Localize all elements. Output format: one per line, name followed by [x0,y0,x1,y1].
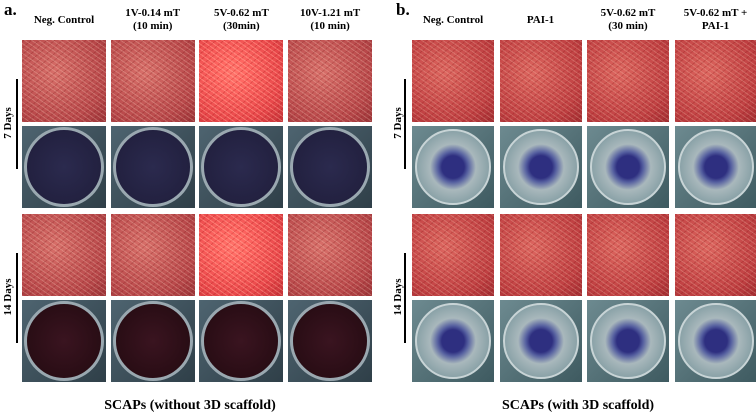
well-disc [201,301,282,381]
row-label: 14 Days [392,278,404,316]
tissue-image [499,40,582,122]
well-disc [24,127,104,207]
well-disc [112,301,193,381]
well-disc [590,129,666,205]
header-line: (30min) [223,20,260,32]
tissue-image [288,40,373,122]
tissue-image [412,40,494,122]
well-disc [502,129,579,205]
well-image [22,126,106,208]
column-header: 10V-1.21 mT (10 min) [288,7,372,33]
header-line: PAI-1 [701,20,730,32]
tissue-image [499,214,582,296]
row-bracket [16,79,18,169]
header-line: 1V-0.14 mT [125,7,181,19]
header-line: 5V-0.62 mT [600,7,656,19]
row-label: 14 Days [2,278,14,316]
header-line: 5V-0.62 mT [213,7,269,19]
tissue-image [587,40,669,122]
well-disc [24,301,104,381]
well-disc [677,129,754,205]
well-disc [201,127,282,207]
well-image [110,126,195,208]
well-image [288,300,373,382]
well-disc [415,303,491,379]
column-header: 1V-0.14 mT (10 min) [111,7,195,33]
well-disc [290,301,371,381]
header-line: 5V-0.62 mT + [683,7,748,19]
well-image [412,126,494,208]
tissue-image [22,214,106,296]
panel-label: a. [4,0,17,19]
tissue-image [412,214,494,296]
row-bracket [404,79,406,169]
tissue-image [199,214,284,296]
row-bracket [404,253,406,343]
well-image [674,300,756,382]
tissue-image [674,214,756,296]
panel-caption: SCAPs (with 3D scaffold) [501,398,655,413]
well-disc [502,303,579,379]
well-disc [290,127,371,207]
header-line: Neg. Control [33,14,95,26]
well-image [199,300,284,382]
well-image [199,126,284,208]
tissue-image [22,40,106,122]
well-disc [112,127,193,207]
column-header: Neg. Control [22,14,106,27]
header-line: (10 min) [132,20,173,32]
well-disc [677,303,754,379]
column-header: Neg. Control [412,14,494,27]
header-line: 10V-1.21 mT [299,7,361,19]
well-image [499,126,582,208]
tissue-image [674,40,756,122]
header-line: PAI-1 [526,14,555,26]
well-image [412,300,494,382]
well-image [674,126,756,208]
column-header: 5V-0.62 mT + PAI-1 [675,7,756,33]
panel-caption: SCAPs (without 3D scaffold) [104,398,276,413]
column-header: 5V-0.62 mT (30 min) [587,7,669,33]
column-header: PAI-1 [500,14,582,27]
row-label: 7 Days [2,107,14,139]
row-bracket [16,253,18,343]
header-line: (10 min) [310,20,350,32]
header-line: (30 min) [608,20,648,32]
tissue-image [110,214,195,296]
column-header: 5V-0.62 mT (30min) [199,7,283,33]
header-line: Neg. Control [422,14,484,26]
tissue-image [587,214,669,296]
tissue-image [199,40,284,122]
tissue-image [288,214,373,296]
tissue-image [110,40,195,122]
well-image [587,126,669,208]
well-image [110,300,195,382]
well-image [288,126,373,208]
well-disc [415,129,491,205]
row-label: 7 Days [392,107,404,139]
well-disc [590,303,666,379]
well-image [22,300,106,382]
well-image [587,300,669,382]
panel-label: b. [396,0,410,19]
well-image [499,300,582,382]
